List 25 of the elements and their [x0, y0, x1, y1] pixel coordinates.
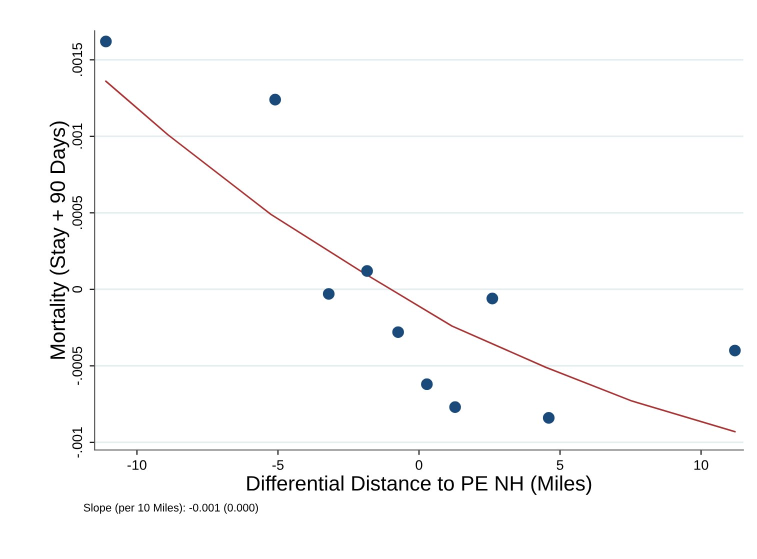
x-tick-label: 10: [694, 460, 708, 470]
point: [542, 412, 555, 424]
y-axis-title: Mortality (Stay + 90 Days): [50, 122, 70, 359]
y-tick-label: 0: [72, 286, 82, 293]
y-tick-label: .001: [72, 123, 82, 149]
point: [486, 292, 498, 304]
point: [449, 401, 461, 413]
y-tick-label: -.001: [72, 427, 82, 458]
point: [392, 326, 404, 338]
point: [322, 288, 335, 300]
point: [269, 94, 281, 106]
point: [729, 344, 741, 356]
point: [100, 36, 112, 48]
y-tick-label: -.0005: [72, 346, 82, 385]
x-tick-label: -5: [272, 460, 284, 470]
text: Slope (per 10 Miles): -0.001 (0.000): [84, 503, 258, 514]
point: [361, 265, 373, 277]
x-axis-title: Differential Distance to PE NH (Miles): [247, 475, 592, 495]
point: [421, 378, 433, 390]
y-tick-label: .0015: [72, 43, 82, 76]
line-series: [105, 80, 736, 432]
x-tick-label: 0: [416, 460, 422, 470]
y-tick-label: .0005: [72, 196, 82, 229]
x-tick-label: 5: [556, 460, 564, 470]
x-tick-label: -10: [128, 460, 146, 470]
